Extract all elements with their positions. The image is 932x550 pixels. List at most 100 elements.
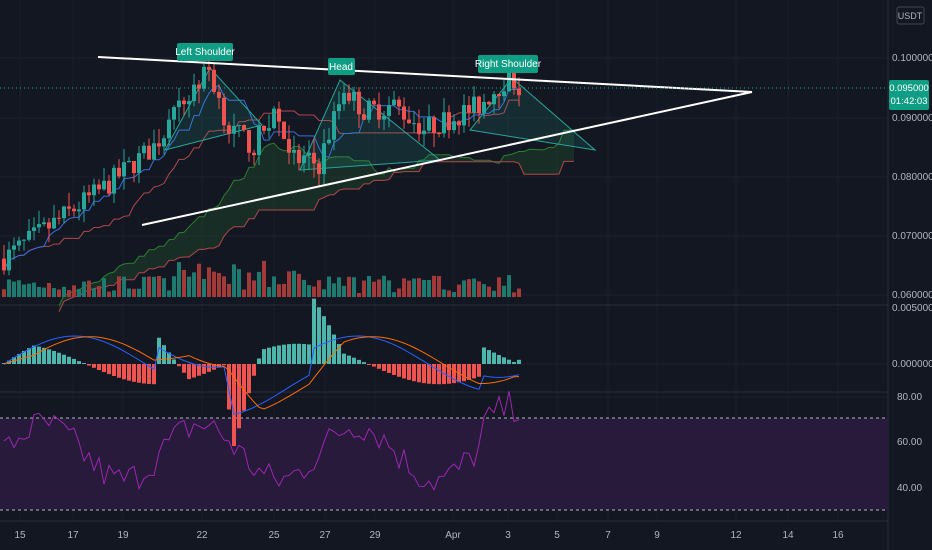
left-shoulder-label-text: Left Shoulder <box>175 47 235 58</box>
macd-histogram-bar <box>267 347 271 364</box>
macd-histogram-bar <box>397 364 401 377</box>
candle-body <box>22 239 26 241</box>
macd-histogram-bar <box>427 364 431 384</box>
candle-body <box>202 66 206 89</box>
volume-bar <box>217 272 221 297</box>
currency-selector[interactable]: USDT <box>896 6 925 25</box>
volume-bar <box>177 262 181 297</box>
lower-trendline[interactable] <box>141 91 753 226</box>
macd-histogram-bar <box>97 364 101 370</box>
volume-bar <box>42 287 46 297</box>
candle-body <box>72 208 76 212</box>
candle-body <box>322 143 326 175</box>
volume-bar <box>107 291 111 297</box>
head-label[interactable]: Head <box>328 58 355 75</box>
macd-histogram-bar <box>362 362 366 364</box>
macd-histogram-bar <box>332 334 336 364</box>
upper-trendline[interactable] <box>97 56 753 93</box>
candle-body <box>342 92 346 105</box>
volume-bar <box>327 276 331 297</box>
volume-bar <box>72 285 76 297</box>
macd-histogram-bar <box>182 364 186 373</box>
volume-bar <box>127 288 131 297</box>
volume-bar <box>257 271 261 297</box>
candle-body <box>212 69 216 92</box>
volume-bar <box>222 276 226 297</box>
currency-selector-box <box>896 6 925 25</box>
volume-bar <box>152 276 156 297</box>
volume-bar <box>182 269 186 297</box>
volume-bar <box>502 285 506 297</box>
volume-bar <box>337 277 341 297</box>
price-tick-label: 0.090000 <box>892 113 932 124</box>
price-axis[interactable]: 0.100000 0.090000 0.080000 0.070000 0.060000… <box>892 53 932 494</box>
left-shoulder-label[interactable]: Left Shoulder <box>175 43 235 61</box>
macd-histogram-bar <box>227 364 231 410</box>
candle-body <box>127 160 131 163</box>
volume-bar <box>242 289 246 297</box>
candle-body <box>402 106 406 120</box>
macd-histogram-bar <box>347 355 351 364</box>
volume-bar <box>412 278 416 297</box>
macd-histogram-bar <box>367 364 371 365</box>
rsi-tick-label: 80.00 <box>897 392 922 403</box>
volume-bar <box>512 292 516 297</box>
macd-histogram-bar <box>482 347 486 364</box>
time-tick-label: 9 <box>654 530 660 541</box>
macd-histogram-bar <box>132 364 136 382</box>
countdown-timer: 01:42:03 <box>891 96 928 107</box>
macd-histogram-bar <box>322 316 326 364</box>
volume-bar <box>122 276 126 297</box>
volume-bar <box>117 276 121 297</box>
volume-bar <box>407 280 411 297</box>
volume-bar <box>77 288 81 297</box>
candle-body <box>407 119 411 124</box>
candle-body <box>62 206 66 219</box>
macd-histogram-bar <box>137 364 141 383</box>
candle-body <box>387 105 391 116</box>
candle-body <box>397 99 401 107</box>
macd-histogram-bar <box>47 349 51 364</box>
macd-histogram-bar <box>152 364 156 385</box>
macd-histogram-bar <box>462 364 466 382</box>
candle-body <box>277 108 281 122</box>
volume-bar <box>447 290 451 297</box>
volume-bar <box>57 289 61 297</box>
volume-bar <box>187 276 191 297</box>
macd-histogram-bar <box>122 364 126 380</box>
candle-body <box>292 149 296 153</box>
macd-histogram-bar <box>472 364 476 379</box>
macd-histogram-bar <box>197 364 201 376</box>
macd-histogram-bar <box>302 343 306 364</box>
volume-bar <box>397 288 401 297</box>
volume-bar <box>267 287 271 297</box>
macd-histogram-bar <box>72 358 76 364</box>
macd-histogram-bar <box>512 362 516 364</box>
macd-histogram-bar <box>262 349 266 364</box>
volume-bar <box>7 279 11 297</box>
macd-histogram-bar <box>497 355 501 364</box>
time-axis[interactable]: 15 17 19 22 25 27 29 Apr 3 5 7 9 12 14 16 <box>14 530 844 541</box>
candle-body <box>267 128 271 131</box>
macd-histogram-bar <box>467 364 471 380</box>
candle-body <box>337 104 341 112</box>
volume-bar <box>237 269 241 297</box>
candle-body <box>472 96 476 113</box>
volume-bar <box>207 267 211 297</box>
candle-body <box>367 100 371 120</box>
candle-body <box>392 99 396 106</box>
volume-bar <box>392 292 396 297</box>
volume-bar <box>332 283 336 297</box>
volume-bar <box>47 282 51 297</box>
macd-histogram-bar <box>402 364 406 379</box>
volume-bar <box>382 275 386 297</box>
volume-bar <box>27 283 31 297</box>
candle-body <box>347 92 351 101</box>
right-shoulder-label[interactable]: Right Shoulder <box>475 55 542 73</box>
macd-histogram-bar <box>317 307 321 364</box>
macd-histogram-bar <box>82 363 86 364</box>
macd-histogram-bar <box>242 364 246 411</box>
volume-bar <box>432 275 436 297</box>
candle-body <box>467 105 471 113</box>
